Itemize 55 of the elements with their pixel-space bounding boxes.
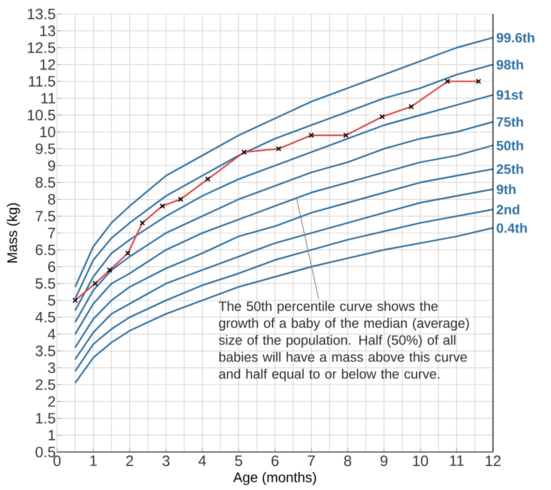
line-series — [74, 227, 494, 384]
y-tick-label: 2.5 — [36, 379, 56, 390]
line-series — [74, 144, 494, 335]
y-tick-label: 9.5 — [36, 143, 56, 154]
series-label: 25th — [496, 164, 524, 174]
series-label: 50th — [496, 140, 524, 150]
y-tick-label: 10.5 — [28, 110, 56, 120]
y-tick-label: 4 — [48, 328, 56, 340]
y-tick-label: 8.5 — [36, 177, 56, 188]
y-tick-label: 2 — [48, 396, 56, 407]
x-tick-label: 3 — [162, 456, 170, 466]
series-label: 99.6th — [496, 32, 534, 43]
y-tick-label: 7.5 — [36, 210, 56, 222]
y-tick-label: 13 — [40, 26, 56, 36]
x-tick-label: 10 — [413, 456, 428, 466]
y-tick-label: 0.5 — [36, 446, 56, 458]
y-tick-label: 10 — [40, 126, 56, 138]
x-tick-label: 0 — [53, 456, 61, 466]
x-axis-title: Age (months) — [233, 472, 316, 486]
y-axis-title: Mass (kg) — [6, 203, 20, 262]
x-tick-label: 12 — [486, 456, 501, 466]
series-label: 9th — [496, 184, 516, 194]
y-tick-label: 3 — [48, 362, 56, 374]
y-tick-label: 12.5 — [28, 42, 56, 53]
y-tick-label: 1.5 — [36, 413, 56, 424]
line-series — [74, 168, 494, 348]
y-tick-label: 11.5 — [28, 76, 56, 87]
x-tick-label: 6 — [272, 456, 279, 466]
series-label: 0.4th — [496, 223, 527, 233]
x-tick-label: 11 — [450, 456, 464, 466]
x-tick-label: 2 — [126, 456, 134, 466]
series-label: 2nd — [496, 204, 520, 214]
y-tick-label: 3.5 — [36, 346, 56, 356]
series-label: 98th — [496, 60, 524, 70]
y-tick-label: 5.5 — [36, 278, 56, 289]
x-tick-label: 8 — [344, 456, 352, 466]
y-tick-label: 6 — [48, 261, 56, 272]
series-label: 91st — [496, 90, 523, 100]
y-tick-label: 11 — [41, 93, 56, 104]
y-tick-label: 13.5 — [28, 8, 56, 20]
x-tick-label: 5 — [235, 456, 242, 466]
x-tick-label: 9 — [380, 456, 388, 466]
x-tick-label: 1 — [90, 456, 97, 466]
y-tick-label: 6.5 — [36, 244, 56, 256]
x-tick-label: 7 — [308, 456, 315, 466]
y-tick-label: 9 — [48, 160, 56, 171]
y-tick-label: 1 — [48, 430, 56, 440]
y-tick-label: 7 — [48, 228, 56, 238]
y-tick-label: 8 — [48, 194, 56, 205]
x-tick-label: 4 — [198, 456, 206, 466]
annotation: The 50th percentile curve shows the growth of a baby of the median (average) size of the population. Half (50%) of all babies will have a mass above this curve and half equal to or below the curve. — [218, 301, 469, 382]
series-label: 75th — [496, 116, 524, 127]
y-tick-label: 5 — [48, 295, 56, 306]
y-tick-label: 12 — [40, 59, 56, 70]
y-tick-label: 4.5 — [35, 312, 56, 322]
